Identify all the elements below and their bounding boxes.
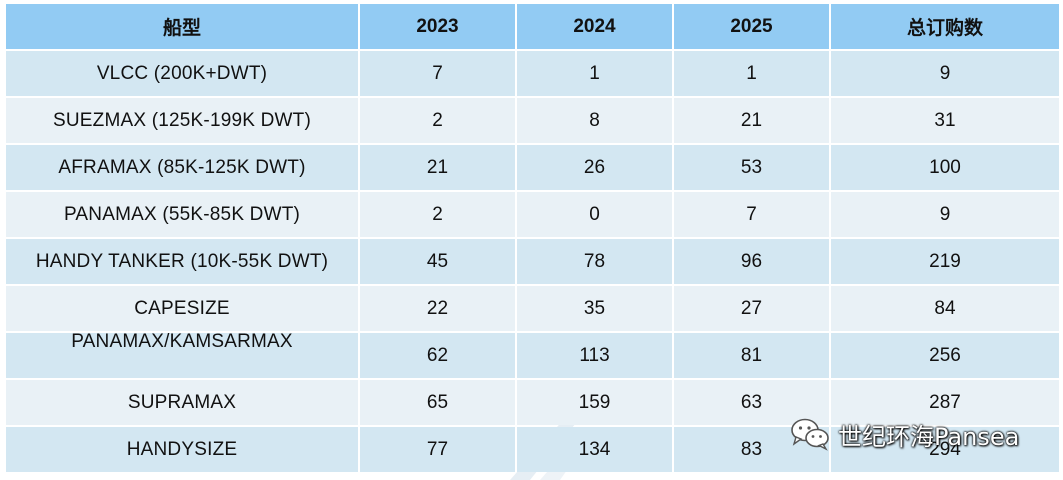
value-cell-2023: 21 xyxy=(360,145,515,190)
value-cell-2023: 7 xyxy=(360,51,515,96)
value-cell-2025: 7 xyxy=(674,192,829,237)
value-cell-2025: 63 xyxy=(674,380,829,425)
value-cell-2024: 1 xyxy=(517,51,672,96)
value-cell-2023: 65 xyxy=(360,380,515,425)
table-row: PANAMAX/KAMSARMAX 62 113 81 256 xyxy=(6,331,1059,378)
total-cell: 100 xyxy=(831,145,1059,190)
ship-type-cell: AFRAMAX (85K-125K DWT) xyxy=(6,145,358,190)
table-header-row: 船型 2023 2024 2025 总订购数 xyxy=(6,4,1059,49)
ship-type-cell: SUEZMAX (125K-199K DWT) xyxy=(6,98,358,143)
ship-type-cell: PANAMAX/KAMSARMAX xyxy=(6,331,358,378)
value-cell-2025: 21 xyxy=(674,98,829,143)
table-row: AFRAMAX (85K-125K DWT) 21 26 53 100 xyxy=(6,145,1059,190)
total-cell: 9 xyxy=(831,51,1059,96)
header-total-orders: 总订购数 xyxy=(831,4,1059,49)
total-cell: 256 xyxy=(831,333,1059,378)
value-cell-2023: 22 xyxy=(360,286,515,331)
value-cell-2024: 26 xyxy=(517,145,672,190)
total-cell: 84 xyxy=(831,286,1059,331)
table-row: SUEZMAX (125K-199K DWT) 2 8 21 31 xyxy=(6,98,1059,143)
table-row: CAPESIZE 22 35 27 84 xyxy=(6,286,1059,331)
value-cell-2023: 45 xyxy=(360,239,515,284)
header-2023: 2023 xyxy=(360,4,515,49)
ship-type-cell: CAPESIZE xyxy=(6,286,358,331)
value-cell-2024: 113 xyxy=(517,333,672,378)
table-row: SUPRAMAX 65 159 63 287 xyxy=(6,380,1059,425)
value-cell-2025: 96 xyxy=(674,239,829,284)
watermark-text: 世纪环海Pansea xyxy=(838,422,1020,451)
value-cell-2023: 2 xyxy=(360,192,515,237)
value-cell-2024: 0 xyxy=(517,192,672,237)
value-cell-2025: 81 xyxy=(674,333,829,378)
value-cell-2023: 77 xyxy=(360,427,515,472)
value-cell-2024: 8 xyxy=(517,98,672,143)
value-cell-2023: 62 xyxy=(360,333,515,378)
total-cell: 287 xyxy=(831,380,1059,425)
ship-type-label: PANAMAX/KAMSARMAX xyxy=(71,331,293,352)
ship-type-cell: PANAMAX (55K-85K DWT) xyxy=(6,192,358,237)
total-cell: 9 xyxy=(831,192,1059,237)
value-cell-2024: 78 xyxy=(517,239,672,284)
ship-type-cell: VLCC (200K+DWT) xyxy=(6,51,358,96)
header-ship-type: 船型 xyxy=(6,4,358,49)
header-2025: 2025 xyxy=(674,4,829,49)
header-2024: 2024 xyxy=(517,4,672,49)
watermark: 世纪环海Pansea xyxy=(790,414,1019,454)
value-cell-2024: 35 xyxy=(517,286,672,331)
ship-type-cell: HANDYSIZE xyxy=(6,427,358,472)
value-cell-2025: 27 xyxy=(674,286,829,331)
value-cell-2025: 1 xyxy=(674,51,829,96)
shipbuilding-orders-table: 船型 2023 2024 2025 总订购数 VLCC (200K+DWT) 7… xyxy=(4,2,1061,474)
value-cell-2024: 134 xyxy=(517,427,672,472)
value-cell-2023: 2 xyxy=(360,98,515,143)
table-row: HANDYSIZE 77 134 83 294 xyxy=(6,427,1059,472)
table-row: PANAMAX (55K-85K DWT) 2 0 7 9 xyxy=(6,192,1059,237)
value-cell-2025: 53 xyxy=(674,145,829,190)
wechat-icon xyxy=(791,418,829,451)
ship-type-cell: SUPRAMAX xyxy=(6,380,358,425)
total-cell: 294 xyxy=(831,427,1059,472)
table-row: HANDY TANKER (10K-55K DWT) 45 78 96 219 xyxy=(6,239,1059,284)
ship-type-cell: HANDY TANKER (10K-55K DWT) xyxy=(6,239,358,284)
total-cell: 219 xyxy=(831,239,1059,284)
value-cell-2024: 159 xyxy=(517,380,672,425)
total-cell: 31 xyxy=(831,98,1059,143)
table-row: VLCC (200K+DWT) 7 1 1 9 xyxy=(6,51,1059,96)
